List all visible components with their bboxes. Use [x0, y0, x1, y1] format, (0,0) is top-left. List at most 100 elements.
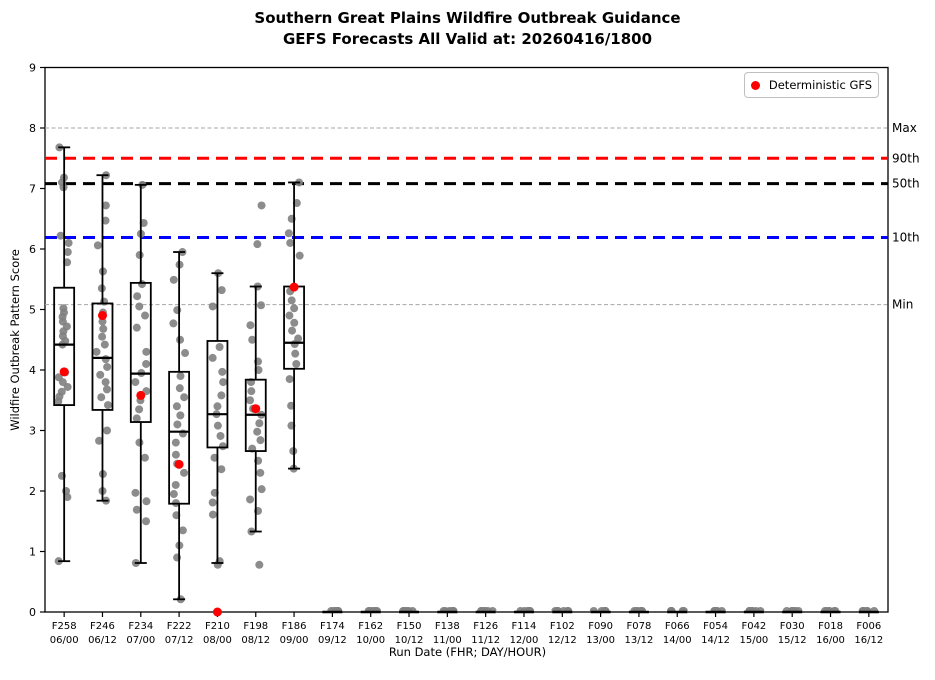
ref-label-min: Min [892, 298, 913, 312]
box-F222 [168, 251, 191, 601]
member-dot [257, 301, 266, 310]
member-dot [100, 340, 109, 349]
deterministic-dot-F246 [97, 311, 107, 321]
member-dot [92, 347, 101, 356]
member-dot [131, 488, 140, 497]
member-dot [172, 402, 181, 411]
member-dot [257, 485, 266, 494]
member-dot [171, 450, 180, 459]
deterministic-dot-F186 [289, 282, 299, 292]
x-tick-label-run: 14/00 [663, 635, 692, 646]
x-tick-label-fhr: F258 [52, 621, 77, 632]
member-dot [256, 436, 265, 445]
y-tick-label: 4 [29, 364, 36, 377]
x-tick-label-fhr: F126 [473, 621, 498, 632]
member-dot [63, 248, 72, 257]
x-tick-label-fhr: F186 [282, 621, 307, 632]
member-dot [140, 453, 149, 462]
x-tick-label-run: 06/12 [88, 635, 117, 646]
member-dot [171, 480, 180, 489]
member-dot [103, 426, 112, 435]
member-dot [287, 296, 296, 305]
iqr-box [129, 281, 152, 423]
member-dot [141, 311, 150, 320]
member-dot [246, 321, 255, 330]
y-tick-label: 3 [29, 424, 36, 437]
x-tick-label-fhr: F162 [358, 621, 383, 632]
deterministic-dot-F258 [59, 367, 69, 377]
member-dot [135, 438, 144, 447]
deterministic-dot-F222 [174, 459, 184, 469]
member-dot [169, 275, 178, 284]
member-dot [133, 292, 142, 301]
member-dot [102, 385, 111, 394]
x-tick-label-fhr: F018 [818, 621, 843, 632]
x-tick-label-run: 08/00 [203, 635, 232, 646]
box-F198 [244, 285, 267, 533]
x-tick-label-fhr: F030 [780, 621, 805, 632]
member-dot [95, 436, 104, 445]
member-dot [287, 401, 296, 410]
member-dot [286, 238, 295, 247]
legend-label: Deterministic GFS [768, 78, 873, 92]
x-tick-label-run: 11/12 [471, 635, 500, 646]
plot-border [44, 66, 889, 613]
x-tick-label-fhr: F054 [703, 621, 728, 632]
member-dot [257, 201, 266, 210]
x-tick-label-run: 09/12 [318, 635, 347, 646]
member-dot [213, 421, 222, 430]
member-dot [176, 372, 185, 381]
member-dot [171, 438, 180, 447]
member-dot [63, 382, 72, 391]
member-dot [135, 302, 144, 311]
member-dot [132, 414, 141, 423]
member-dot [176, 335, 185, 344]
y-tick-label: 9 [29, 61, 36, 74]
member-dot [180, 393, 189, 402]
y-tick-label: 8 [29, 122, 36, 135]
y-tick-label: 7 [29, 182, 36, 195]
member-dot [215, 343, 224, 352]
member-dot [208, 510, 217, 519]
y-tick-label: 1 [29, 545, 36, 558]
member-dot [135, 251, 144, 260]
member-dot [219, 378, 228, 387]
red-dot-icon [750, 80, 760, 90]
x-tick-label-run: 14/12 [701, 635, 730, 646]
member-dot [290, 318, 299, 327]
x-tick-label-run: 10/00 [356, 635, 385, 646]
x-tick-label-fhr: F198 [243, 621, 268, 632]
member-dot [98, 317, 107, 326]
member-dot [138, 280, 147, 289]
ref-label-10th: 10th [892, 231, 920, 245]
member-dot [213, 402, 222, 411]
legend: Deterministic GFS [744, 72, 879, 98]
iqr-box [206, 340, 229, 449]
member-dot [135, 405, 144, 414]
member-dot [217, 286, 226, 295]
member-dot [208, 353, 217, 362]
member-dot [217, 465, 226, 474]
member-dot [101, 201, 110, 210]
member-dot [217, 391, 226, 400]
member-dot [246, 495, 255, 504]
member-dot [54, 397, 63, 406]
member-dot [142, 497, 151, 506]
member-dot [253, 240, 262, 249]
member-dot [285, 375, 294, 384]
member-dot [93, 241, 102, 250]
member-dot [99, 324, 108, 333]
member-dot [101, 355, 110, 364]
box-F234 [129, 183, 152, 564]
ref-label-max: Max [892, 121, 917, 135]
y-tick-label: 6 [29, 243, 36, 256]
member-dot [142, 359, 151, 368]
member-dot [176, 411, 185, 420]
deterministic-dot-F234 [136, 390, 146, 400]
x-tick-label-run: 07/12 [165, 635, 194, 646]
member-dot [63, 493, 72, 502]
iqr-box [168, 370, 191, 505]
chart-title-line1: Southern Great Plains Wildfire Outbreak … [254, 9, 681, 27]
member-dot [253, 427, 262, 436]
member-dot [56, 231, 65, 240]
